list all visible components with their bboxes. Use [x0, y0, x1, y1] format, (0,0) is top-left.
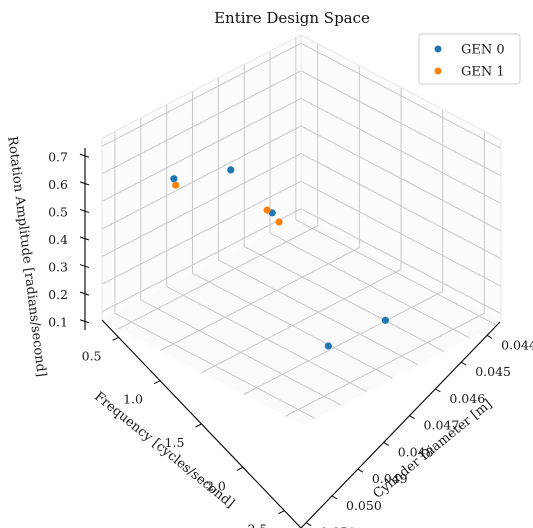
- y-tick-label: 1.0: [123, 392, 143, 407]
- grid-line-z-right-wall: [300, 70, 502, 177]
- y-tick: [278, 510, 285, 515]
- y-axis-label: Frequency [cycles/second]: [91, 389, 237, 511]
- z-tick: [79, 291, 90, 296]
- z-tick: [79, 181, 90, 186]
- data-point-series-0: [381, 316, 389, 324]
- data-point-series-0: [170, 175, 178, 183]
- z-tick: [79, 153, 90, 158]
- z-tick: [79, 264, 90, 269]
- chart-title: Entire Design Space: [214, 9, 370, 27]
- z-tick: [79, 208, 90, 213]
- y-tick-label: 2.5: [247, 522, 267, 528]
- x-tick: [409, 415, 415, 420]
- z-tick-label: 0.5: [48, 204, 68, 219]
- data-points: [170, 166, 389, 350]
- grid-lines: [101, 37, 502, 419]
- x-tick: [460, 361, 467, 366]
- x-tick-label: 0.049: [372, 471, 408, 486]
- x-tick: [357, 468, 364, 473]
- x-tick-label: 0.044: [501, 337, 533, 352]
- y-tick: [195, 423, 202, 428]
- legend-marker-gen1: [434, 67, 442, 75]
- z-tick: [79, 319, 90, 324]
- x-tick: [435, 388, 441, 393]
- y-tick: [153, 380, 161, 385]
- x-tick: [486, 334, 493, 339]
- x-axis-label: Cylinder Diameter [m]: [370, 397, 495, 502]
- grid-line-z-right-wall: [300, 180, 502, 287]
- grid-line-z-right-wall: [300, 42, 502, 149]
- grid-line-z-left-wall: [101, 208, 302, 313]
- data-point-series-1: [172, 181, 180, 189]
- grid-line-z-right-wall: [300, 97, 502, 204]
- legend-marker-gen0: [434, 45, 442, 53]
- x-tick-label: 0.045: [475, 364, 511, 379]
- y-tick-label: 2.0: [206, 478, 226, 493]
- grid-line-z-left-wall: [101, 125, 302, 230]
- pane-edge: [300, 34, 502, 141]
- grid-line-z-left-wall: [101, 97, 302, 202]
- x-tick: [331, 495, 338, 500]
- x-tick: [383, 441, 389, 446]
- z-tick-label: 0.3: [48, 260, 68, 275]
- z-axis-label: Rotation Amplitude [radians/second]: [4, 135, 48, 377]
- data-point-series-1: [275, 218, 283, 226]
- legend-frame: [418, 33, 521, 85]
- z-tick-label: 0.4: [48, 232, 68, 247]
- grid-line-z-right-wall: [300, 125, 502, 232]
- y-tick-label: 1.5: [165, 435, 185, 450]
- y-tick: [112, 336, 119, 341]
- grid-line-z-left-wall: [101, 42, 302, 147]
- grid-line-y-floor: [201, 269, 402, 373]
- data-point-series-1: [263, 206, 271, 214]
- grid-line-y-floor: [160, 247, 360, 352]
- x-tick: [305, 522, 312, 527]
- grid-line-z-left-wall: [101, 70, 302, 175]
- x-tick-label: 0.047: [424, 418, 460, 433]
- x-axis-line: [300, 321, 501, 528]
- grid-line-z-left-wall: [101, 153, 302, 258]
- x-tick-label: 0.051: [320, 525, 356, 528]
- x-tick-label: 0.046: [449, 391, 485, 406]
- z-tick-label: 0.2: [48, 287, 68, 302]
- grid-line-y-floor: [285, 312, 485, 417]
- z-tick-label: 0.6: [48, 177, 68, 192]
- z-tick-label: 0.1: [48, 315, 68, 330]
- legend: GEN 0 GEN 1: [418, 33, 521, 85]
- tick-labels: 0.044 0.045 0.046 0.047 0.048 0.049 0.050 0.051…: [48, 149, 533, 528]
- grid-line-z-left-wall: [101, 180, 302, 285]
- grid-line-z-right-wall: [300, 153, 502, 260]
- grid-line-y-floor: [243, 290, 443, 395]
- pane-edge: [101, 34, 302, 139]
- x-tick-label: 0.050: [346, 498, 382, 513]
- x-tick-label: 0.048: [398, 444, 434, 459]
- y-tick-label: 0.5: [82, 348, 102, 363]
- grid-line-z-right-wall: [300, 208, 502, 315]
- data-point-series-0: [324, 342, 332, 350]
- z-tick-label: 0.7: [48, 149, 68, 164]
- data-point-series-0: [227, 166, 235, 174]
- legend-label-gen1: GEN 1: [461, 65, 505, 80]
- legend-label-gen0: GEN 0: [461, 43, 505, 58]
- grid-line-y-floor: [118, 225, 318, 330]
- y-tick: [236, 466, 244, 471]
- z-tick: [79, 236, 90, 241]
